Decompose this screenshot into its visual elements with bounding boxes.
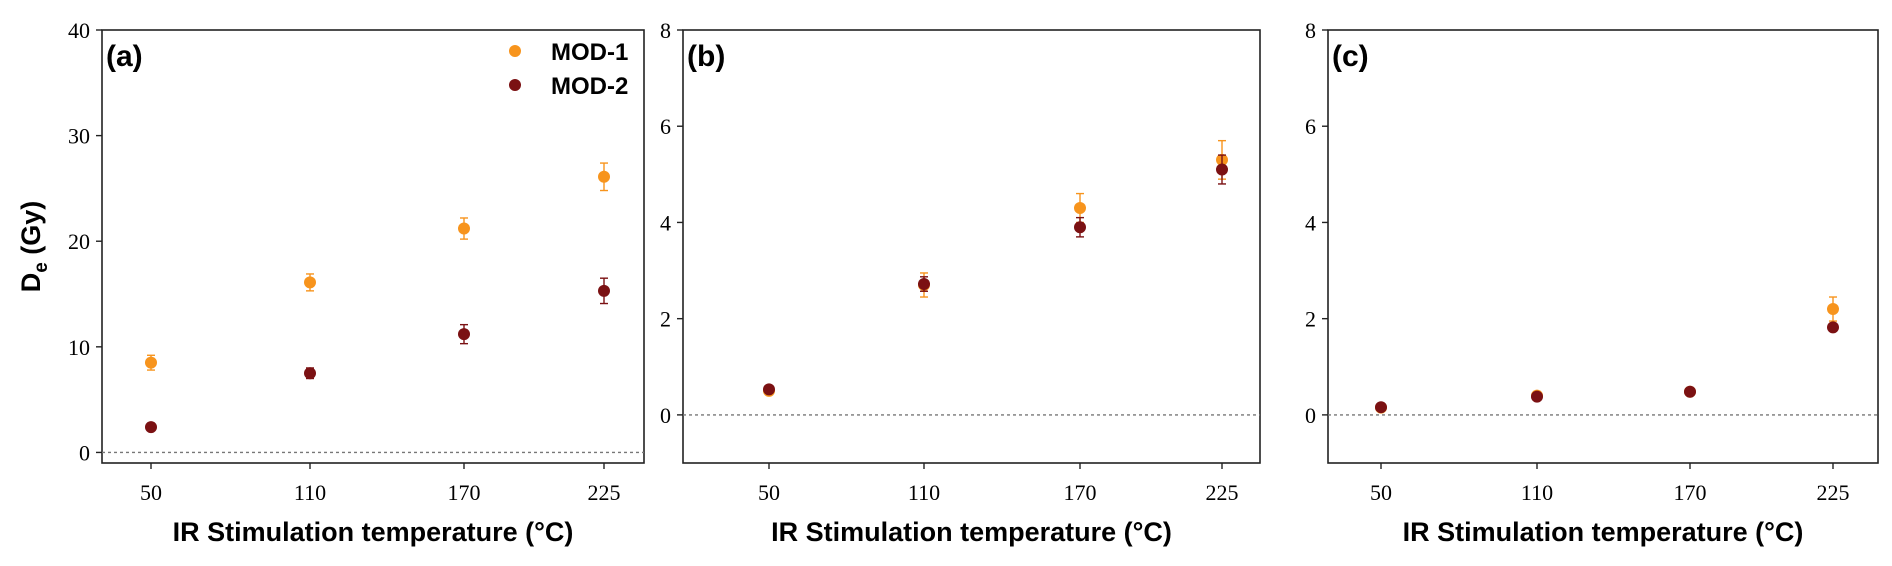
y-tick-label: 10: [68, 335, 90, 360]
legend-marker-mod-1: [509, 45, 521, 57]
y-tick-label: 4: [1305, 210, 1316, 235]
x-tick-label: 110: [294, 480, 326, 505]
data-point-mod-2: [304, 367, 316, 380]
x-tick-label: 50: [758, 480, 780, 505]
data-point-mod-2: [145, 421, 157, 434]
x-tick-label: 170: [448, 480, 481, 505]
data-point-mod-1: [598, 170, 610, 183]
data-point-mod-1: [304, 276, 316, 289]
x-tick-label: 170: [1674, 480, 1707, 505]
chart-panel-1: 0 10 20 30 40 50 110 170 225 IR Stimulation tempe…: [16, 18, 645, 547]
data-point-mod-2: [1531, 390, 1543, 403]
y-tick-label: 8: [660, 18, 671, 43]
chart-panel-2: 0 2 4 6 8 50 110 170 225 IR Stimulation temperatu…: [660, 18, 1261, 547]
plot-frame: [1327, 29, 1879, 464]
y-tick-label: 0: [1305, 403, 1316, 428]
y-axis-title-main: D: [16, 273, 46, 293]
y-axis-title-unit: (Gy): [16, 201, 46, 263]
y-axis-title-subscript: e: [31, 262, 52, 273]
x-axis-title: IR Stimulation temperature (°C): [1403, 517, 1804, 547]
data-point-mod-2: [1216, 163, 1228, 176]
legend-label: MOD-1: [551, 39, 628, 66]
x-tick-label: 110: [1521, 480, 1553, 505]
y-tick-label: 0: [79, 440, 90, 465]
chart-panel-3: 0 2 4 6 8 50 110 170 225 IR Stimulation temperatu…: [1305, 18, 1879, 547]
data-point-mod-2: [763, 383, 775, 396]
y-tick-label: 20: [68, 229, 90, 254]
y-tick-label: 6: [660, 114, 671, 139]
y-axis-title: De (Gy): [16, 201, 52, 293]
panel-label: (c): [1332, 40, 1369, 73]
data-point-mod-2: [918, 278, 930, 291]
legend-marker-mod-2: [509, 79, 521, 91]
x-tick-label: 225: [1206, 480, 1239, 505]
x-tick-label: 50: [140, 480, 162, 505]
data-point-mod-1: [145, 356, 157, 369]
data-point-mod-2: [1827, 321, 1839, 334]
data-point-mod-2: [458, 328, 470, 341]
x-axis-title: IR Stimulation temperature (°C): [771, 517, 1172, 547]
x-tick-label: 110: [908, 480, 940, 505]
plot-frame: [682, 29, 1261, 464]
x-tick-label: 50: [1370, 480, 1392, 505]
x-tick-label: 225: [588, 480, 621, 505]
data-point-mod-2: [598, 284, 610, 297]
legend-label: MOD-2: [551, 73, 628, 100]
panel-label: (a): [106, 40, 143, 73]
panel-label: (b): [687, 40, 725, 73]
y-tick-label: 0: [660, 403, 671, 428]
data-point-mod-1: [458, 222, 470, 235]
x-tick-label: 225: [1817, 480, 1850, 505]
plot-frame: [101, 29, 645, 464]
y-tick-label: 2: [660, 307, 671, 332]
y-tick-label: 4: [660, 210, 671, 235]
x-tick-label: 170: [1064, 480, 1097, 505]
data-point-mod-2: [1375, 401, 1387, 414]
y-tick-label: 8: [1305, 18, 1316, 43]
y-tick-label: 6: [1305, 114, 1316, 139]
data-point-mod-2: [1684, 385, 1696, 398]
y-tick-label: 30: [68, 124, 90, 149]
y-tick-label: 40: [68, 18, 90, 43]
data-point-mod-2: [1074, 221, 1086, 234]
y-tick-label: 2: [1305, 307, 1316, 332]
data-point-mod-1: [1827, 303, 1839, 316]
data-point-mod-1: [1074, 202, 1086, 215]
x-axis-title: IR Stimulation temperature (°C): [173, 517, 574, 547]
